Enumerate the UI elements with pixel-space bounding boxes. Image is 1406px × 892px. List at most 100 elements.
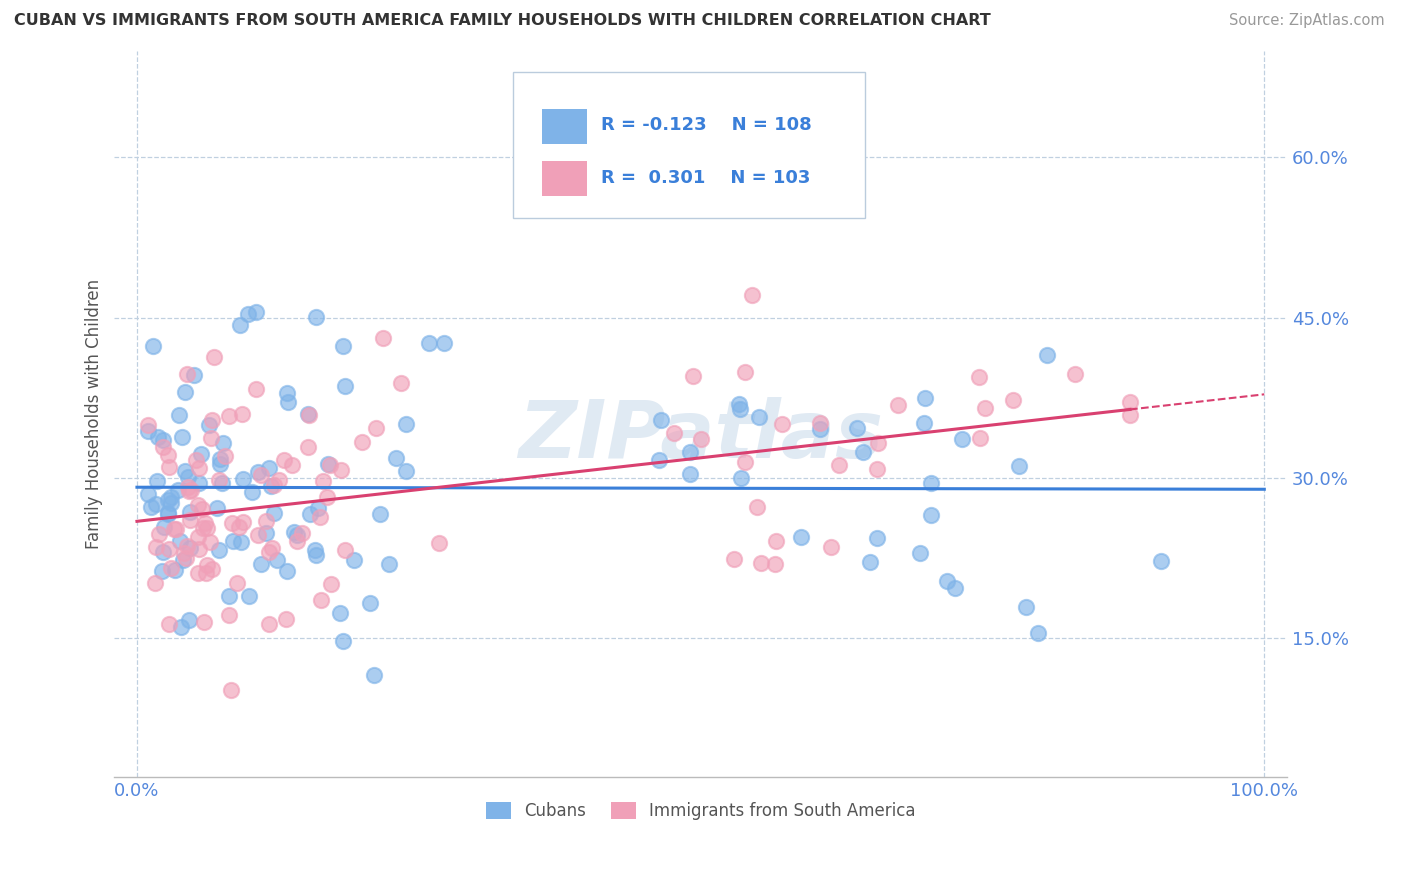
Point [173, 384, 195, 399]
Point [974, 401, 997, 416]
Point [257, 616, 280, 631]
Point [179, 513, 201, 527]
Point [148, 527, 170, 541]
Point [920, 508, 942, 523]
Point [427, 536, 450, 550]
Point [679, 444, 702, 458]
Point [254, 515, 277, 529]
Point [180, 483, 202, 497]
Point [865, 461, 887, 475]
Point [277, 395, 299, 409]
Point [193, 615, 215, 630]
Point [136, 487, 159, 501]
Point [389, 376, 412, 390]
Point [143, 576, 166, 591]
Point [156, 448, 179, 462]
Point [316, 457, 339, 471]
Point [156, 506, 179, 520]
Point [245, 382, 267, 396]
Point [304, 543, 326, 558]
Point [193, 520, 215, 534]
Point [368, 507, 391, 521]
Point [200, 562, 222, 576]
Point [160, 491, 183, 505]
Point [749, 556, 772, 570]
Point [236, 306, 259, 320]
Point [790, 530, 813, 544]
Point [257, 544, 280, 558]
Point [139, 500, 162, 515]
Point [200, 431, 222, 445]
Point [371, 331, 394, 345]
Point [211, 476, 233, 491]
Point [257, 460, 280, 475]
Point [183, 368, 205, 382]
Point [366, 421, 388, 435]
Point [260, 479, 283, 493]
Point [1036, 348, 1059, 362]
Point [190, 502, 212, 516]
Point [187, 530, 209, 544]
Point [297, 407, 319, 421]
Point [808, 416, 831, 430]
Point [177, 613, 200, 627]
Point [297, 440, 319, 454]
Point [209, 457, 232, 471]
Point [232, 515, 254, 529]
Point [734, 454, 756, 468]
Point [195, 558, 218, 572]
Point [188, 461, 211, 475]
Point [163, 564, 186, 578]
Point [211, 436, 233, 450]
Point [910, 546, 932, 560]
Point [157, 459, 180, 474]
Point [240, 484, 263, 499]
Point [728, 401, 751, 416]
Point [332, 339, 354, 353]
Point [145, 540, 167, 554]
Point [291, 526, 314, 541]
Point [238, 589, 260, 603]
Point [157, 616, 180, 631]
Point [734, 365, 756, 379]
Point [262, 541, 284, 555]
Point [267, 474, 290, 488]
Point [266, 553, 288, 567]
Point [276, 565, 298, 579]
Point [187, 475, 209, 490]
Point [157, 542, 180, 557]
Point [249, 467, 271, 482]
Point [148, 430, 170, 444]
Point [827, 458, 849, 472]
Point [283, 525, 305, 540]
Point [298, 408, 321, 422]
Point [378, 558, 401, 572]
Text: R =  0.301    N = 103: R = 0.301 N = 103 [600, 169, 810, 186]
Point [187, 499, 209, 513]
Point [650, 413, 672, 427]
Point [150, 564, 173, 578]
Point [160, 560, 183, 574]
Point [250, 558, 273, 572]
Point [810, 422, 832, 436]
Point [1008, 458, 1031, 473]
Point [359, 596, 381, 610]
Point [920, 476, 942, 491]
Point [152, 434, 174, 448]
Point [247, 465, 270, 479]
Point [136, 417, 159, 432]
Point [163, 522, 186, 536]
Point [433, 335, 456, 350]
Point [173, 546, 195, 560]
Point [229, 535, 252, 549]
Point [142, 339, 165, 353]
Point [741, 288, 763, 302]
Point [232, 472, 254, 486]
Y-axis label: Family Households with Children: Family Households with Children [86, 278, 103, 549]
Point [146, 475, 169, 489]
Point [723, 551, 745, 566]
Point [226, 575, 249, 590]
Point [914, 391, 936, 405]
FancyBboxPatch shape [513, 72, 865, 218]
Text: R = -0.123    N = 108: R = -0.123 N = 108 [600, 117, 811, 135]
